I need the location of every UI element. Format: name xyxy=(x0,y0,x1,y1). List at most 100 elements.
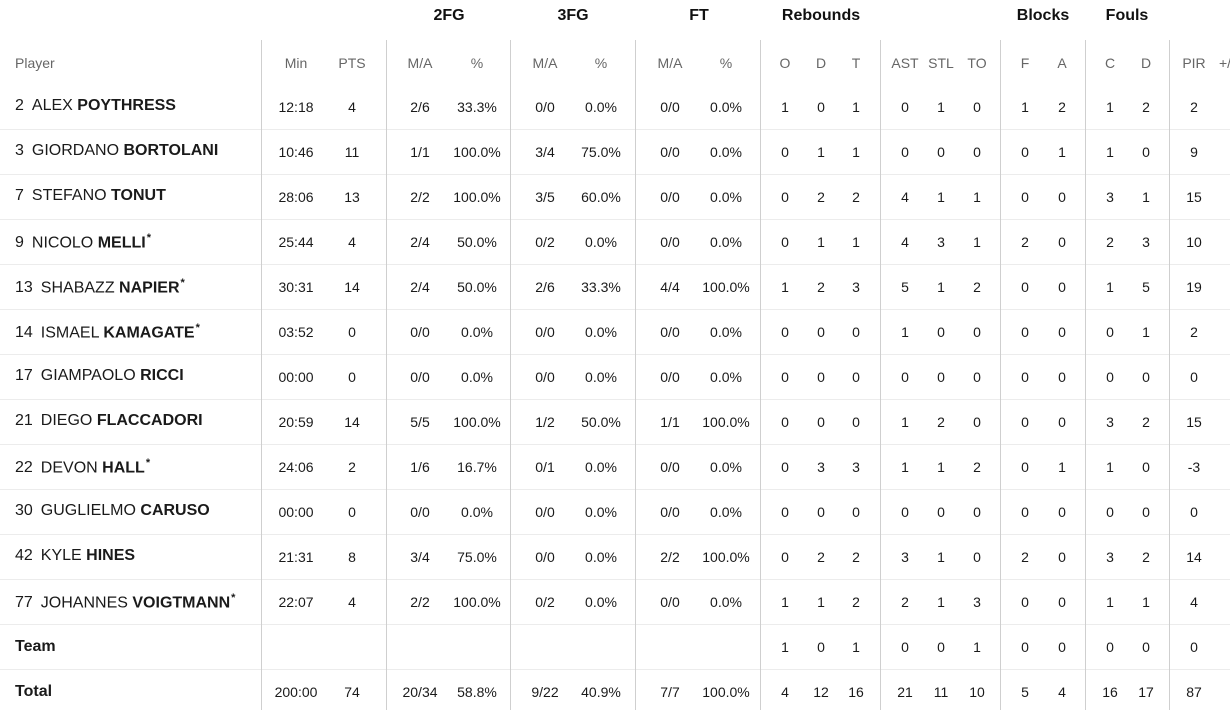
col-header-stl[interactable]: STL xyxy=(928,55,954,71)
cell-fg3-pct: 0.0% xyxy=(585,234,617,250)
total-row-label: Total xyxy=(15,683,53,700)
cell-fg3-ma: 3/4 xyxy=(535,144,555,160)
col-header-3fg-ma[interactable]: M/A xyxy=(532,55,558,71)
cell-blk-a: 1 xyxy=(1058,459,1066,475)
group-header-rebounds: Rebounds xyxy=(781,7,861,24)
cell-ft-ma: 0/0 xyxy=(660,189,680,205)
column-divider xyxy=(1085,40,1086,710)
column-divider xyxy=(1169,40,1170,710)
cell-fg3-pct: 33.3% xyxy=(581,279,621,295)
cell-ft-pct: 100.0% xyxy=(702,549,750,565)
col-header-3fg-pct[interactable]: % xyxy=(594,55,608,71)
col-header-foul-d[interactable]: D xyxy=(1140,55,1152,71)
col-header-reb-o[interactable]: O xyxy=(779,55,791,71)
cell-foul-d: 1 xyxy=(1142,594,1150,610)
cell-fg2-ma: 2/2 xyxy=(410,189,430,205)
cell-to: 3 xyxy=(973,594,981,610)
cell-fg3-pct: 60.0% xyxy=(581,189,621,205)
cell-stl: 0 xyxy=(937,324,945,340)
cell-ft-ma: 0/0 xyxy=(660,144,680,160)
col-header-blk-a[interactable]: A xyxy=(1057,55,1067,71)
col-header-ast[interactable]: AST xyxy=(891,55,919,71)
cell-reb-t: 1 xyxy=(852,234,860,250)
cell-reb-d: 0 xyxy=(817,369,825,385)
cell-fg3-pct: 50.0% xyxy=(581,414,621,430)
cell-pts: 0 xyxy=(348,369,356,385)
player-link[interactable]: 2 ALEX POYTHRESS xyxy=(15,97,176,115)
table-row: 9 NICOLO MELLI* 25:44 4 2/4 50.0% 0/2 0.0% 0/0 0.… xyxy=(0,220,1230,265)
player-link[interactable]: 42 KYLE HINES xyxy=(15,547,135,565)
col-header-reb-d[interactable]: D xyxy=(815,55,827,71)
cell-fg3-pct: 0.0% xyxy=(585,369,617,385)
col-header-ft-ma[interactable]: M/A xyxy=(657,55,683,71)
player-first-name: ISMAEL xyxy=(40,324,99,342)
col-header-2fg-pct[interactable]: % xyxy=(470,55,484,71)
cell-reb-t: 3 xyxy=(852,459,860,475)
cell-pts: 14 xyxy=(344,279,360,295)
cell-blk-a: 0 xyxy=(1058,324,1066,340)
col-header-blk-f[interactable]: F xyxy=(1020,55,1030,71)
player-last-name: FLACCADORI xyxy=(96,412,203,429)
cell-pts: 0 xyxy=(348,504,356,520)
player-number: 21 xyxy=(15,412,33,429)
player-link[interactable]: 17 GIAMPAOLO RICCI xyxy=(15,367,184,385)
player-link[interactable]: 9 NICOLO MELLI* xyxy=(15,232,151,252)
col-header-foul-c[interactable]: C xyxy=(1104,55,1116,71)
col-header-to[interactable]: TO xyxy=(967,55,987,71)
col-header-plus-minus[interactable]: +/ xyxy=(1219,55,1230,71)
cell-fg2-ma: 0/0 xyxy=(410,369,430,385)
player-last-name: HINES xyxy=(86,547,136,564)
cell-foul-c: 0 xyxy=(1106,369,1114,385)
cell-ft-pct: 0.0% xyxy=(710,234,742,250)
cell-ast: 0 xyxy=(901,144,909,160)
player-link[interactable]: 7 STEFANO TONUT xyxy=(15,187,166,205)
cell-reb-d: 0 xyxy=(817,99,825,115)
cell-pir: 15 xyxy=(1186,189,1202,205)
cell-pts: 0 xyxy=(348,324,356,340)
cell-stl: 1 xyxy=(937,99,945,115)
group-header-3fg: 3FG xyxy=(557,7,589,24)
player-number: 13 xyxy=(15,279,33,297)
cell-ast: 0 xyxy=(901,99,909,115)
cell-reb-t: 16 xyxy=(848,684,864,700)
player-link[interactable]: 21 DIEGO FLACCADORI xyxy=(15,412,203,430)
player-first-name: ALEX xyxy=(31,97,73,114)
cell-foul-c: 0 xyxy=(1106,324,1114,340)
cell-min: 25:44 xyxy=(278,234,314,250)
cell-fg3-ma: 0/0 xyxy=(535,549,555,565)
player-link[interactable]: 3 GIORDANO BORTOLANI xyxy=(15,142,218,160)
cell-ft-pct: 100.0% xyxy=(702,414,750,430)
cell-blk-a: 0 xyxy=(1058,189,1066,205)
cell-blk-a: 0 xyxy=(1058,234,1066,250)
cell-min: 24:06 xyxy=(278,459,314,475)
cell-fg3-ma: 0/0 xyxy=(535,504,555,520)
player-link[interactable]: 77 JOHANNES VOIGTMANN* xyxy=(15,592,235,612)
cell-foul-d: 1 xyxy=(1142,189,1150,205)
cell-fg3-pct: 40.9% xyxy=(581,684,621,700)
col-header-player[interactable]: Player xyxy=(15,55,55,71)
starter-marker: * xyxy=(180,277,185,289)
cell-reb-o: 1 xyxy=(781,639,789,655)
cell-to: 1 xyxy=(973,639,981,655)
col-header-min[interactable]: Min xyxy=(284,55,308,71)
cell-pts: 2 xyxy=(348,459,356,475)
col-header-pir[interactable]: PIR xyxy=(1182,55,1206,71)
cell-to: 0 xyxy=(973,369,981,385)
player-link[interactable]: 22 DEVON HALL* xyxy=(15,457,150,477)
player-link[interactable]: 14 ISMAEL KAMAGATE* xyxy=(15,322,200,342)
player-link[interactable]: 30 GUGLIELMO CARUSO xyxy=(15,502,210,520)
cell-fg3-ma: 2/6 xyxy=(535,279,555,295)
cell-ast: 21 xyxy=(897,684,913,700)
col-header-ft-pct[interactable]: % xyxy=(719,55,733,71)
cell-ast: 4 xyxy=(901,189,909,205)
cell-stl: 1 xyxy=(937,459,945,475)
col-header-pts[interactable]: PTS xyxy=(338,55,366,71)
cell-pts: 14 xyxy=(344,414,360,430)
player-link[interactable]: 13 SHABAZZ NAPIER* xyxy=(15,277,185,297)
col-header-2fg-ma[interactable]: M/A xyxy=(407,55,433,71)
player-number: 30 xyxy=(15,502,33,519)
cell-to: 0 xyxy=(973,144,981,160)
cell-reb-d: 1 xyxy=(817,594,825,610)
col-header-reb-t[interactable]: T xyxy=(851,55,861,71)
cell-stl: 2 xyxy=(937,414,945,430)
